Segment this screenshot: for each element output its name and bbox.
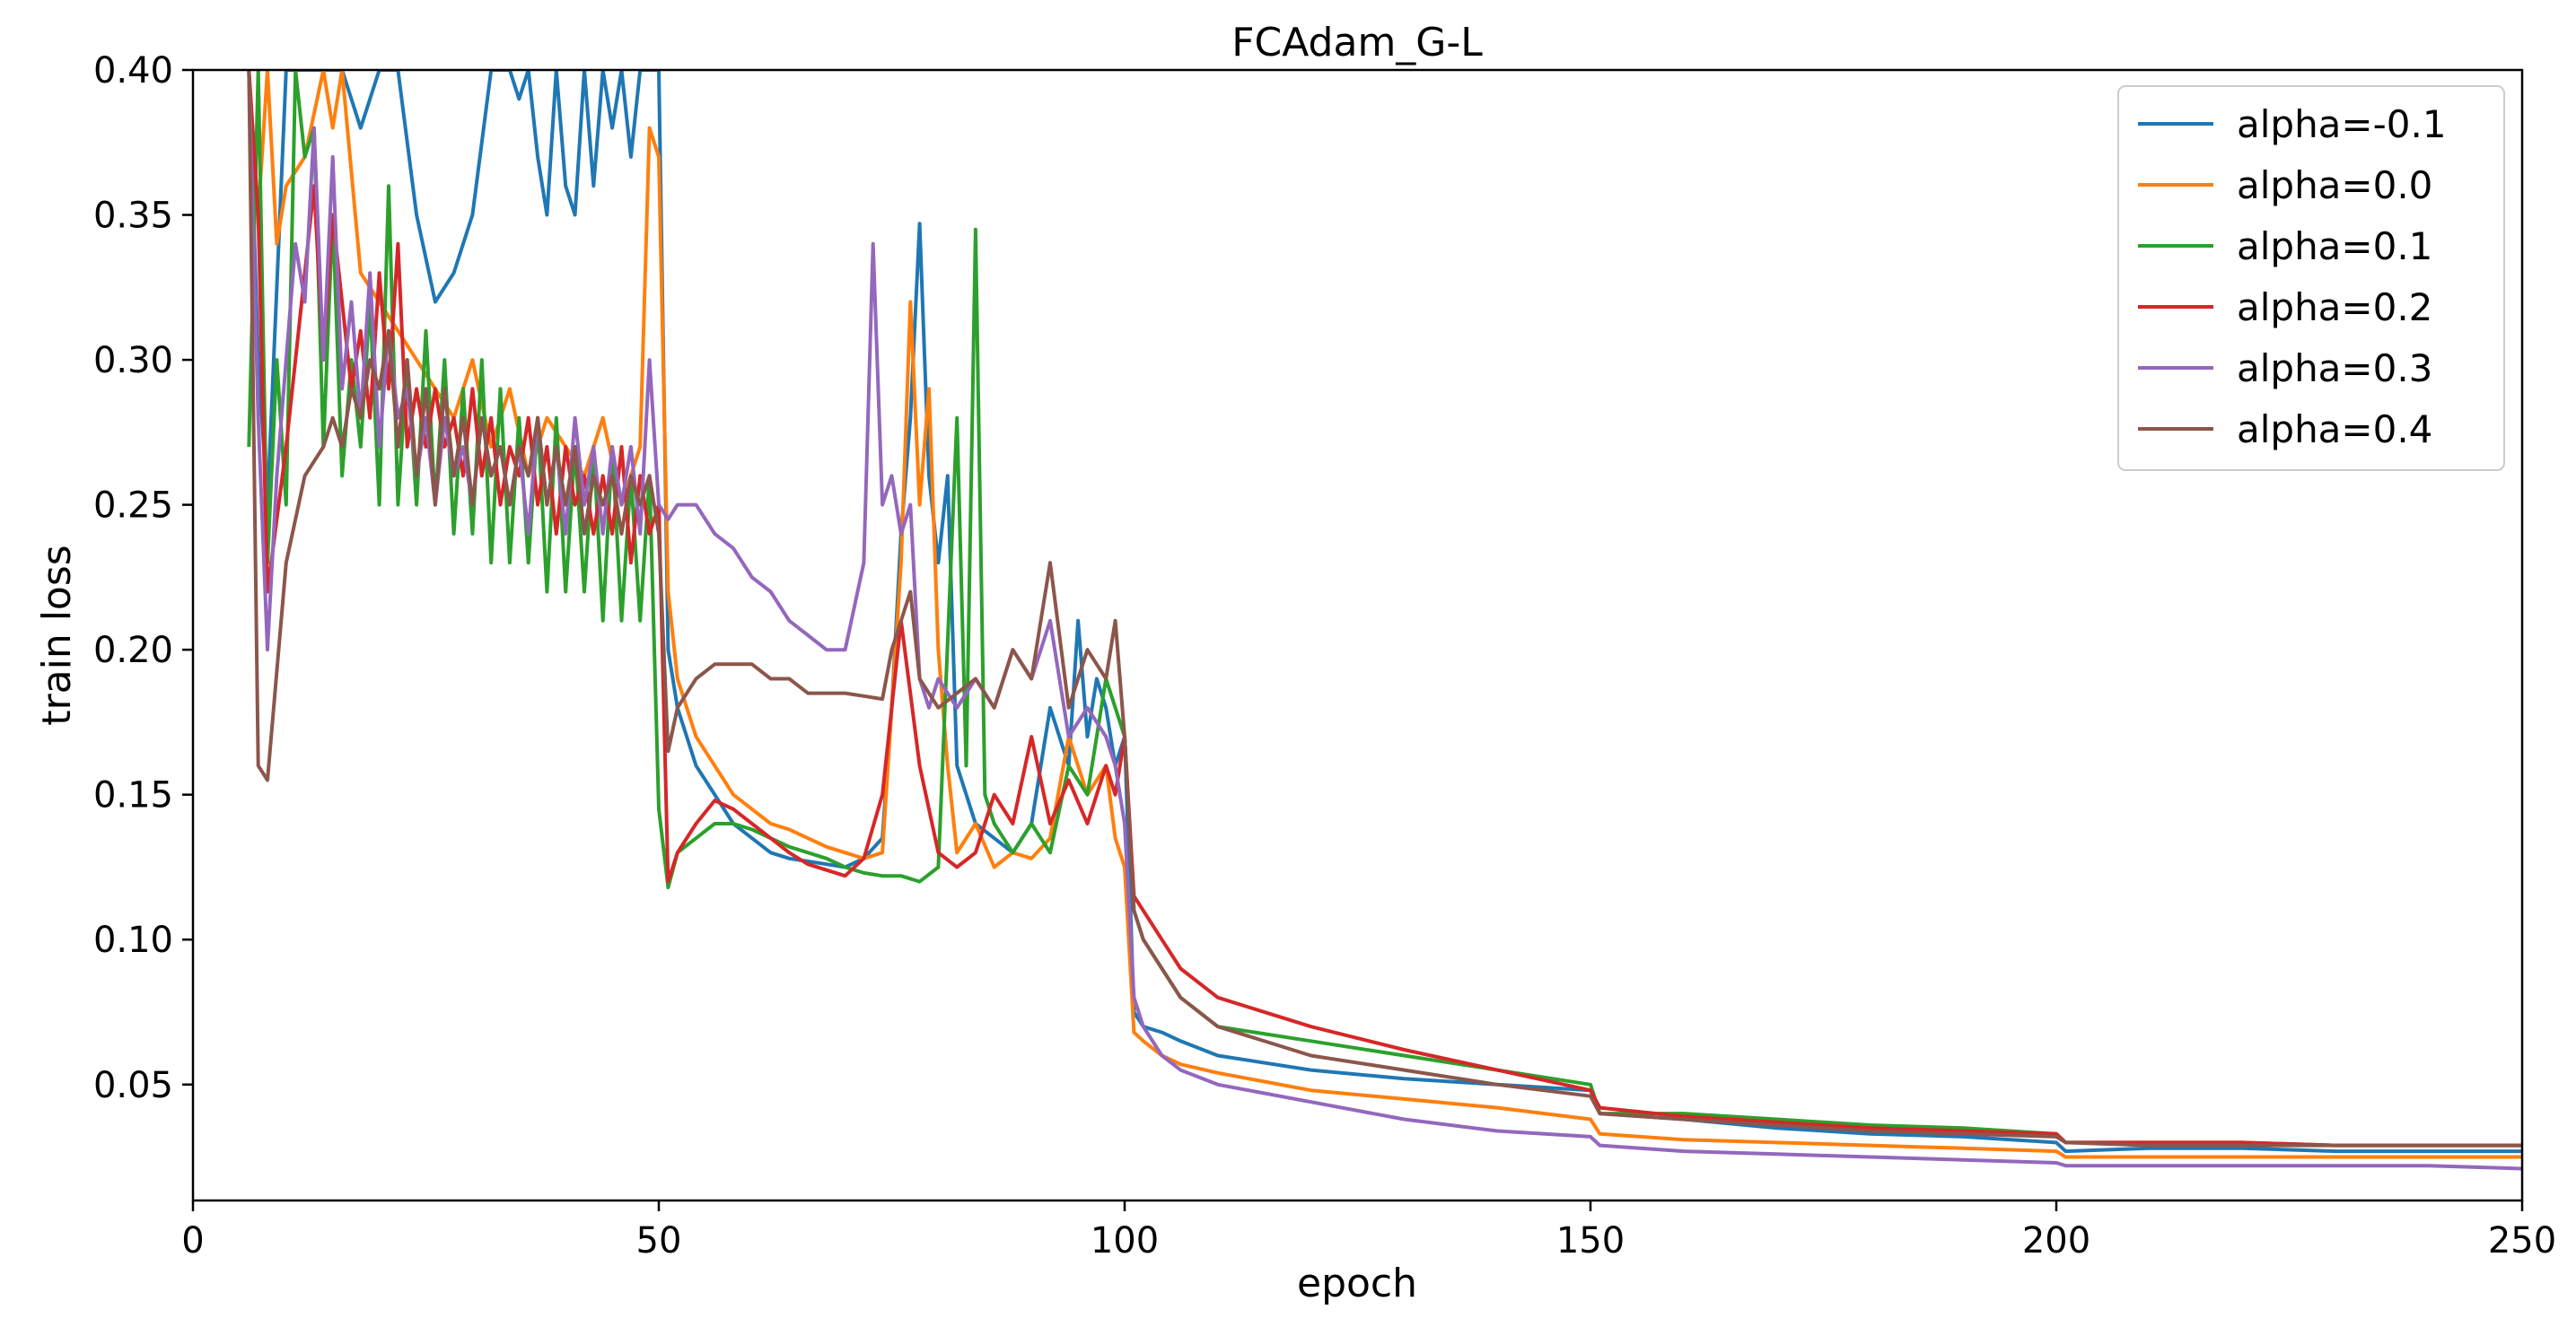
y-tick-label: 0.05 — [93, 1065, 173, 1106]
series-line-3 — [247, 70, 2522, 1148]
legend-label-2: alpha=0.1 — [2237, 224, 2432, 268]
x-axis-title: epoch — [1297, 1261, 1417, 1306]
x-tick-label: 150 — [1556, 1220, 1625, 1262]
y-axis-title: train loss — [34, 545, 80, 725]
legend-label-4: alpha=0.3 — [2237, 346, 2432, 390]
x-tick-label: 250 — [2488, 1220, 2556, 1262]
y-tick-label: 0.35 — [93, 196, 173, 237]
legend-label-3: alpha=0.2 — [2237, 285, 2432, 329]
series-line-4 — [247, 70, 2522, 1171]
y-tick-label: 0.15 — [93, 775, 173, 816]
y-tick-label: 0.40 — [93, 50, 173, 92]
x-tick-label: 0 — [181, 1220, 204, 1262]
y-tick-label: 0.10 — [93, 920, 173, 961]
legend-box — [2117, 85, 2505, 471]
x-tick-label: 50 — [636, 1220, 682, 1262]
y-tick-label: 0.25 — [93, 485, 173, 527]
series-line-5 — [247, 70, 2522, 1148]
chart-title: FCAdam_G-L — [1231, 20, 1483, 65]
plot-frame — [191, 68, 2524, 1202]
legend-label-1: alpha=0.0 — [2237, 163, 2432, 207]
y-axis-ticks: 0.05 0.10 0.15 0.20 0.25 0.30 0.35 0.40 — [93, 50, 193, 1106]
x-tick-label: 200 — [2022, 1220, 2090, 1262]
legend-label-5: alpha=0.4 — [2237, 407, 2432, 451]
plot-lines — [247, 70, 2522, 1171]
series-line-0 — [247, 70, 2522, 1154]
y-tick-label: 0.30 — [93, 340, 173, 381]
x-tick-label: 100 — [1091, 1220, 1159, 1262]
legend: alpha=-0.1 alpha=0.0 alpha=0.1 alpha=0.2 alp… — [2117, 85, 2505, 471]
y-tick-label: 0.20 — [93, 630, 173, 671]
x-axis-ticks: 0 50 100 150 200 250 — [181, 1200, 2556, 1262]
legend-label-0: alpha=-0.1 — [2237, 102, 2447, 146]
